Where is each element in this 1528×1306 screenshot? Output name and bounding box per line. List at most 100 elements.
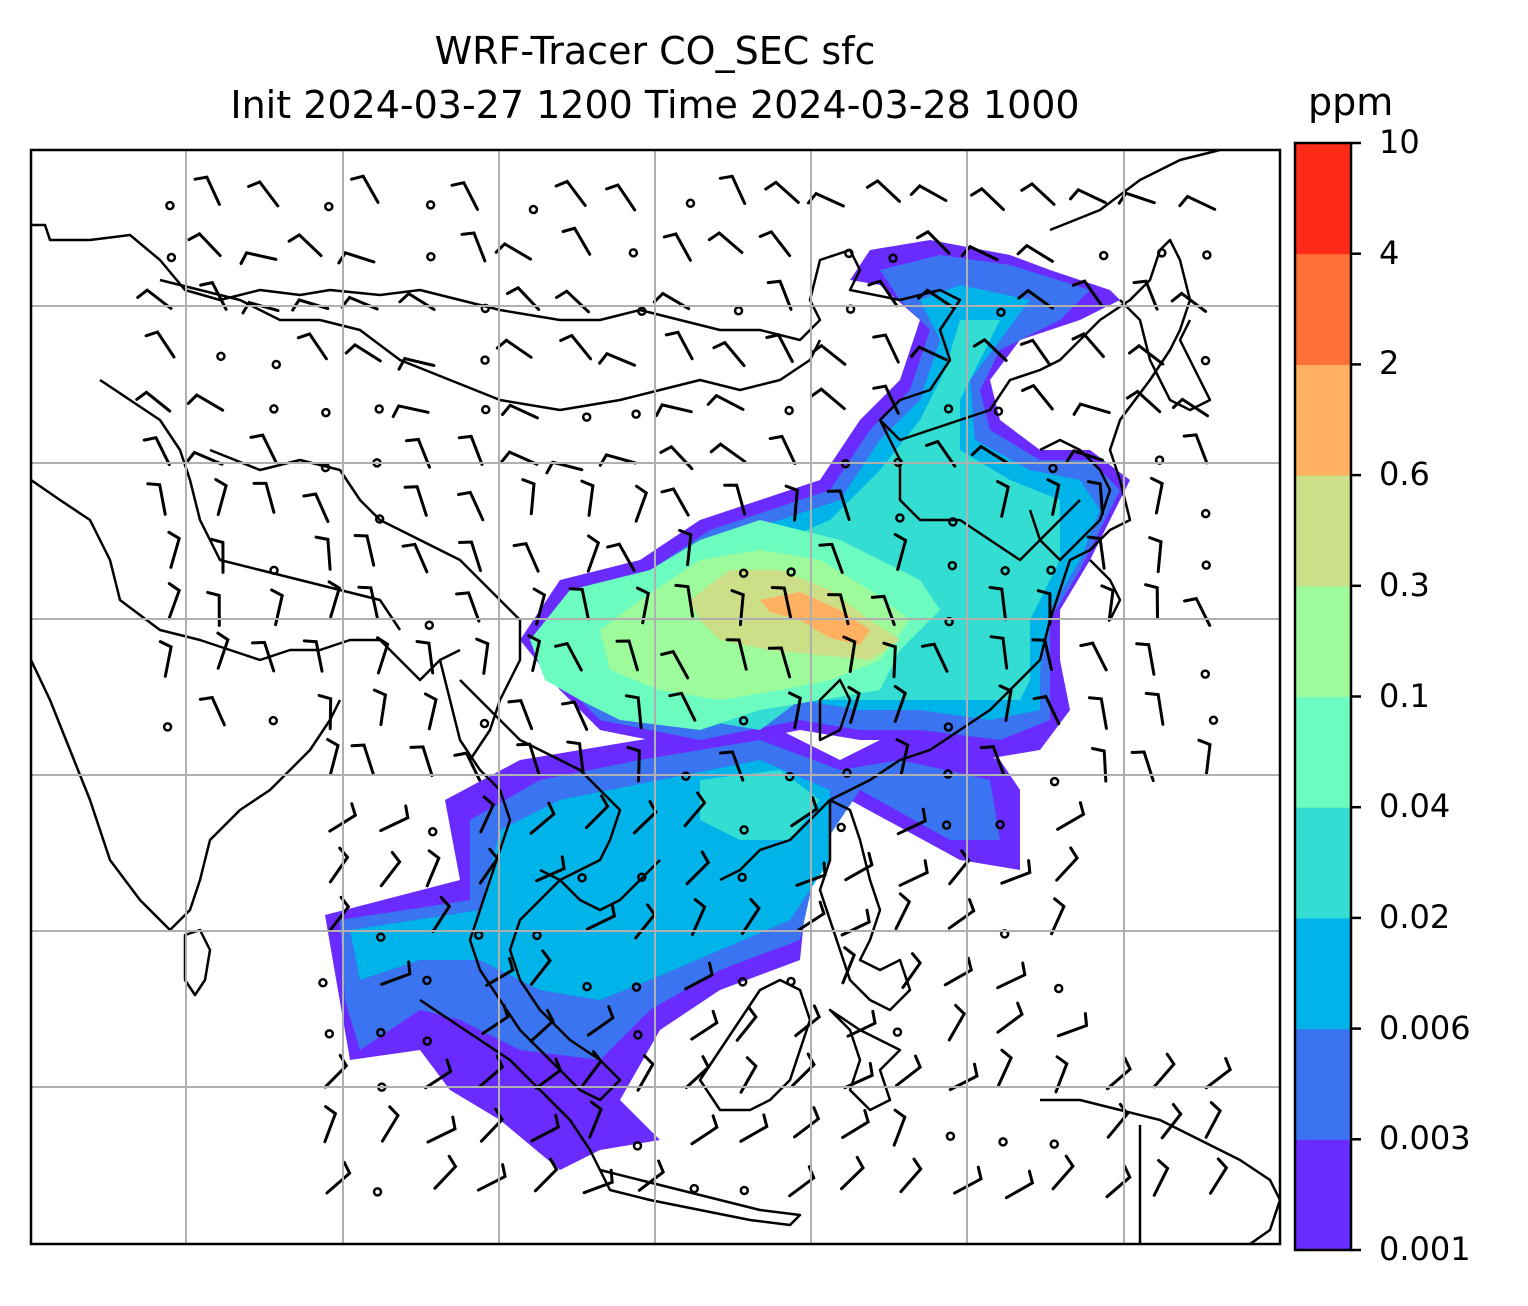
wind-barb — [584, 794, 610, 830]
wind-barb — [770, 586, 793, 619]
wind-barb — [530, 1113, 561, 1143]
calm-wind-marker — [1098, 250, 1109, 261]
wind-barb — [252, 481, 276, 514]
colorbar-tick-label: 2 — [1379, 344, 1400, 383]
wind-barb — [996, 961, 1027, 990]
wind-barb — [568, 587, 590, 621]
wind-barb — [142, 435, 171, 467]
wind-barb — [507, 698, 534, 731]
colorbar-segment — [1295, 696, 1351, 808]
wind-barb — [146, 482, 167, 516]
wind-barb — [415, 640, 435, 675]
wind-barb — [1079, 641, 1108, 672]
wind-barb — [794, 1004, 822, 1038]
calm-wind-marker — [681, 771, 691, 781]
wind-barb — [1204, 1057, 1233, 1090]
wind-barb — [167, 530, 181, 569]
calm-wind-marker — [738, 568, 749, 578]
wind-barb — [901, 952, 923, 989]
wind-barb — [624, 694, 643, 730]
chart-subtitle: Init 2024-03-27 1200 Time 2024-03-28 100… — [230, 83, 1080, 127]
wind-barb — [350, 174, 380, 204]
wind-barb — [764, 180, 800, 204]
wind-barb — [844, 851, 874, 882]
wind-barb — [424, 1058, 453, 1090]
wind-barb — [872, 333, 900, 364]
calm-wind-marker — [1048, 463, 1058, 474]
wind-barb — [534, 1057, 563, 1090]
calm-wind-marker — [631, 982, 642, 992]
calm-wind-marker — [374, 404, 384, 414]
wind-barb — [920, 642, 949, 673]
calm-wind-marker — [689, 1183, 700, 1194]
wind-barb — [660, 649, 690, 680]
wind-barb — [455, 591, 481, 623]
wind-barb — [530, 949, 552, 986]
wind-barb — [325, 1160, 352, 1195]
colorbar-segment — [1295, 475, 1351, 587]
colorbar-tick-label: 0.001 — [1379, 1230, 1471, 1268]
wind-barb — [895, 1054, 923, 1087]
calm-wind-marker — [947, 560, 958, 571]
wind-barb — [559, 333, 593, 361]
wind-barb — [870, 594, 896, 627]
wind-barb — [739, 1056, 758, 1094]
wind-barb — [1135, 642, 1156, 676]
wind-barb — [598, 453, 637, 467]
wind-barb — [892, 1108, 907, 1147]
wind-barb — [1105, 1056, 1132, 1091]
wind-barb — [765, 333, 794, 364]
calm-wind-marker — [1200, 669, 1211, 679]
wind-barb — [479, 795, 496, 834]
calm-wind-marker — [1049, 776, 1060, 787]
wind-barb — [357, 585, 379, 619]
wind-barb — [1178, 194, 1217, 211]
wind-barb — [1054, 1055, 1069, 1094]
colorbar-tick-label: 0.04 — [1379, 787, 1451, 826]
wind-barb — [475, 637, 490, 675]
calm-wind-marker — [268, 715, 279, 726]
wind-barb — [898, 859, 929, 887]
wind-barb — [768, 434, 797, 465]
coastline-borneo — [698, 978, 812, 1112]
wind-barb — [709, 442, 747, 464]
wind-barb — [1069, 187, 1107, 205]
wind-barb — [847, 685, 861, 724]
wind-barb — [337, 251, 376, 265]
wind-barb — [1128, 343, 1165, 366]
coastline-china-east — [719, 619, 1052, 882]
calm-wind-marker — [948, 517, 958, 527]
calm-wind-marker — [427, 827, 438, 837]
wind-barb — [391, 404, 430, 419]
calm-wind-marker — [1053, 983, 1064, 994]
wind-barb — [588, 1100, 603, 1139]
wind-barb — [790, 796, 819, 828]
coastlines — [31, 150, 1280, 1244]
wind-barb — [1071, 279, 1104, 308]
wind-barb — [481, 1004, 510, 1035]
calm-wind-marker — [786, 976, 796, 987]
wind-barb — [797, 900, 826, 932]
calm-wind-marker — [995, 819, 1005, 830]
wind-barb — [199, 280, 228, 311]
wind-barb — [626, 745, 641, 783]
wind-barb — [323, 1105, 338, 1144]
wind-barb — [198, 695, 226, 727]
colorbar-segment — [1295, 143, 1351, 255]
wind-barb — [485, 956, 515, 987]
wind-barb — [1149, 476, 1164, 515]
wind-barb — [725, 638, 748, 671]
wind-barb — [328, 846, 350, 884]
wind-barb — [158, 640, 173, 678]
wind-barb — [1000, 859, 1032, 885]
coastline-north — [31, 223, 1192, 621]
colorbar-tick-label: 0.1 — [1379, 676, 1430, 715]
wind-barb — [529, 1009, 555, 1043]
wind-barb — [344, 343, 382, 363]
wind-barb — [895, 738, 910, 776]
wind-barb — [893, 532, 908, 571]
calm-wind-marker — [165, 200, 175, 211]
wind-barb — [1004, 1169, 1035, 1200]
wind-barb — [350, 743, 375, 776]
